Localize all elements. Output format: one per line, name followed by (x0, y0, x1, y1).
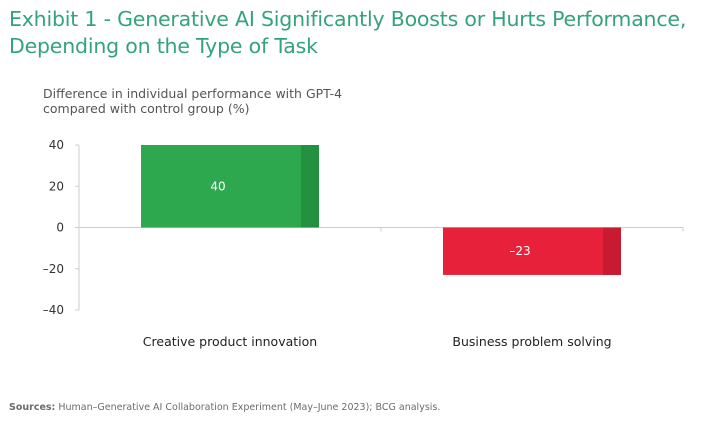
x-category-label: Creative product innovation (143, 334, 317, 349)
source-label: Sources: (9, 402, 56, 413)
bar (443, 227, 621, 275)
bar-shade (603, 227, 621, 275)
source-text: Human–Generative AI Collaboration Experi… (58, 402, 441, 413)
y-tick-label: 40 (49, 138, 64, 152)
y-tick-label: 20 (49, 179, 64, 193)
y-tick-label: –40 (43, 303, 64, 317)
chart-title: Exhibit 1 - Generative AI Significantly … (9, 7, 687, 58)
y-tick-label: –20 (43, 262, 64, 276)
y-tick-label: 0 (56, 221, 64, 235)
x-category-label: Business problem solving (452, 334, 611, 349)
bar (141, 145, 319, 228)
y-axis-label: Difference in individual performance wit… (43, 86, 343, 116)
data-label: 40 (210, 179, 225, 193)
source-note: Sources: Human–Generative AI Collaborati… (9, 402, 440, 413)
data-label: –23 (509, 244, 530, 258)
bar-shade (301, 145, 319, 228)
